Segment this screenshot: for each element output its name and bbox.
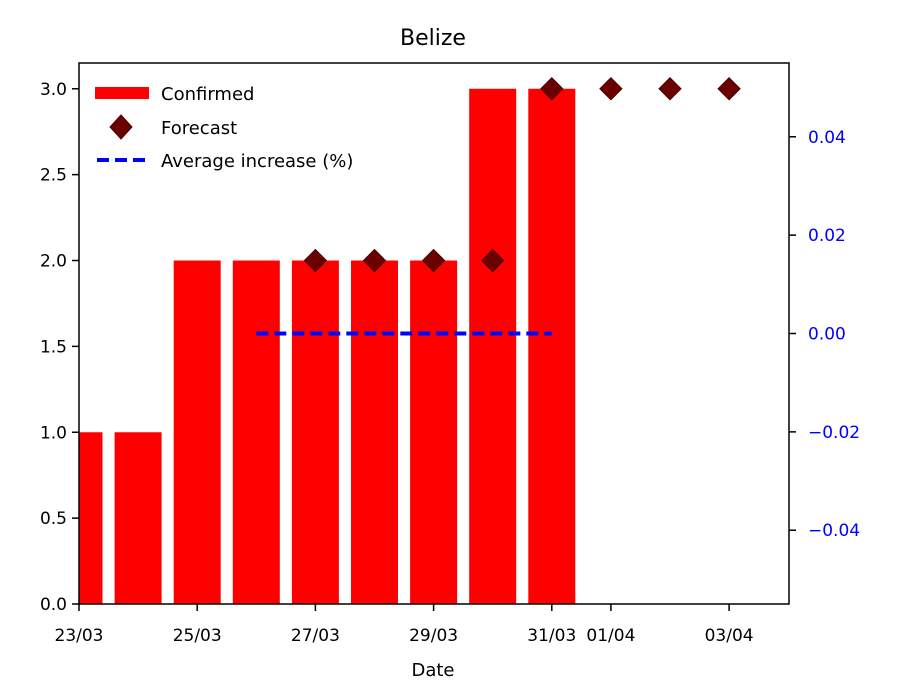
legend: Confirmed Forecast Average increase (%) [95, 84, 353, 172]
x-tick-label: 25/03 [173, 626, 222, 646]
legend-label-average: Average increase (%) [161, 151, 353, 172]
bar-confirmed-24-03 [114, 432, 162, 604]
y-tick-label: 3.0 [40, 80, 67, 100]
marker-forecast-31-03 [540, 77, 564, 101]
marker-forecast-03-04 [717, 77, 741, 101]
marker-forecast-01-04 [599, 77, 623, 101]
y-tick-label: 0.5 [40, 509, 67, 529]
marker-forecast-28-03 [362, 248, 387, 273]
x-tick-label: 01/04 [586, 626, 635, 646]
x-tick-label: 23/03 [55, 626, 104, 646]
x-tick-label: 27/03 [291, 626, 340, 646]
marker-forecast-27-03 [303, 248, 328, 273]
bar-confirmed-27-03 [291, 260, 339, 604]
y2-tick-label: 0.00 [808, 325, 846, 345]
bar-confirmed-23-03 [79, 432, 103, 604]
y-tick-label: 2.0 [40, 252, 67, 272]
chart-title: Belize [400, 26, 466, 51]
y-tick-label: 2.5 [40, 166, 67, 186]
y-tick-label: 0.0 [40, 595, 67, 615]
marker-forecast-30-03 [480, 248, 505, 273]
y2-tick-label: 0.04 [808, 128, 846, 148]
x-tick-label: 31/03 [527, 626, 576, 646]
legend-label-confirmed: Confirmed [161, 84, 254, 105]
y-axis-right: −0.04 −0.02 0.00 0.02 0.04 [789, 128, 860, 541]
bar-confirmed-29-03 [410, 260, 458, 604]
y2-tick-label: −0.04 [808, 521, 860, 541]
x-tick-label: 03/04 [705, 626, 754, 646]
bar-confirmed-25-03 [173, 260, 221, 604]
bar-confirmed-28-03 [351, 260, 398, 604]
x-tick-label: 29/03 [409, 626, 458, 646]
x-axis: 23/03 25/03 27/03 29/03 31/03 01/04 03/04 [55, 604, 754, 646]
legend-marker-forecast [109, 114, 133, 140]
markers-layer [303, 77, 741, 273]
legend-label-forecast: Forecast [161, 118, 237, 139]
bar-confirmed-30-03 [469, 88, 517, 604]
y2-tick-label: −0.02 [808, 423, 860, 443]
bar-confirmed-26-03 [232, 260, 280, 604]
marker-forecast-29-03 [421, 248, 446, 273]
y2-tick-label: 0.02 [808, 226, 846, 246]
marker-forecast-02-04 [658, 77, 682, 101]
bars-layer [79, 88, 576, 604]
legend-swatch-confirmed [95, 87, 149, 99]
y-axis-left: 0.0 0.5 1.0 1.5 2.0 2.5 3.0 [40, 80, 79, 615]
x-axis-title: Date [411, 660, 454, 681]
y-tick-label: 1.5 [40, 337, 67, 357]
y-tick-label: 1.0 [40, 423, 67, 443]
bar-confirmed-31-03 [528, 88, 576, 604]
